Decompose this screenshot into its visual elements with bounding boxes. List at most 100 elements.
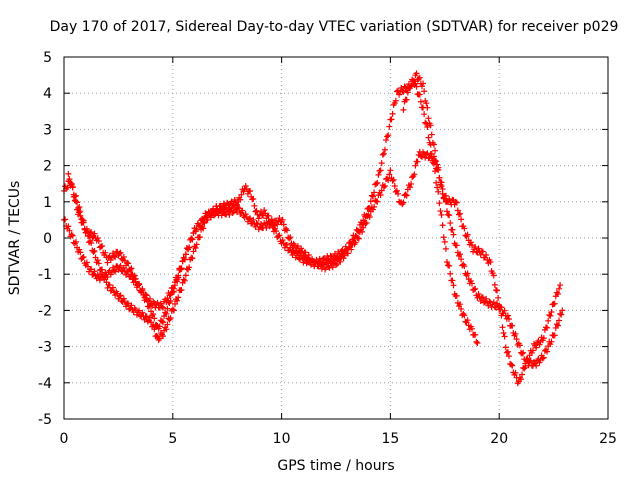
data-point [136,281,143,288]
data-point [340,255,347,262]
data-point [461,225,468,232]
data-point [475,245,482,252]
data-point [150,311,157,318]
data-point [171,279,178,286]
data-point [502,344,509,351]
data-point [294,250,301,257]
data-point [298,245,305,252]
data-point [120,254,127,261]
data-point [387,167,394,174]
data-point [408,82,415,89]
data-point [220,200,227,207]
data-point [102,249,109,256]
data-point [533,362,540,369]
data-point [529,347,536,354]
data-point [96,277,103,284]
data-point [551,332,558,339]
data-point [367,198,374,205]
data-point [287,244,294,251]
data-point [242,182,249,189]
data-point [114,290,121,297]
data-point [164,321,171,328]
y-tick-label: -2 [38,303,52,319]
data-point [124,259,131,266]
data-point [75,204,82,211]
data-point [417,98,424,105]
data-point [72,198,79,205]
data-point [218,206,225,213]
data-point [90,248,97,255]
data-point [334,260,341,267]
data-point [327,259,334,266]
data-point [536,359,543,366]
data-point [298,252,305,259]
data-point [491,281,498,288]
data-point [403,96,410,103]
x-tick-label: 5 [168,431,177,447]
data-point [403,192,410,199]
data-point [189,236,196,243]
data-point [109,250,116,257]
data-point [274,221,281,228]
data-point [379,151,386,158]
data-point [458,256,465,263]
data-point [436,174,443,181]
data-point [305,255,312,262]
data-point [483,295,490,302]
data-point [554,290,561,297]
data-point [449,226,456,233]
data-point [487,258,494,265]
data-point [326,264,333,271]
data-point [425,115,432,122]
data-point [450,231,457,238]
data-point [458,216,465,223]
data-point [384,133,391,140]
data-point [279,237,286,244]
data-point [175,294,182,301]
data-point [197,234,203,241]
data-point [548,338,555,345]
data-point [381,146,388,153]
data-point [337,258,344,265]
data-point [231,197,238,204]
data-point [368,192,375,199]
data-point [158,303,165,310]
data-point [391,183,398,190]
data-point [79,254,86,261]
data-point [503,349,510,356]
data-point [167,297,174,304]
data-point [554,322,561,329]
data-point [425,134,432,141]
data-point [160,333,167,340]
data-point [72,192,79,199]
data-point [182,272,189,279]
data-point [485,302,492,309]
data-point [435,188,442,195]
data-point [421,111,428,118]
data-point [479,248,486,255]
data-point [112,254,119,261]
data-point [477,251,484,258]
data-point [139,285,146,292]
data-point [207,214,214,221]
data-point [153,332,160,339]
data-point [393,187,400,194]
data-point [252,208,259,215]
data-point [380,184,387,191]
data-point [464,317,471,324]
data-point [360,224,367,231]
data-point [413,70,420,77]
y-tick-label: -1 [38,267,52,283]
data-point [516,342,523,349]
data-point [495,294,502,301]
data-point [490,299,497,306]
data-point [302,249,309,256]
data-point [504,312,511,319]
data-point [517,376,524,383]
data-points [61,70,566,387]
data-point [162,309,169,316]
data-point [464,231,471,238]
data-point [167,315,174,322]
data-point [134,282,141,289]
